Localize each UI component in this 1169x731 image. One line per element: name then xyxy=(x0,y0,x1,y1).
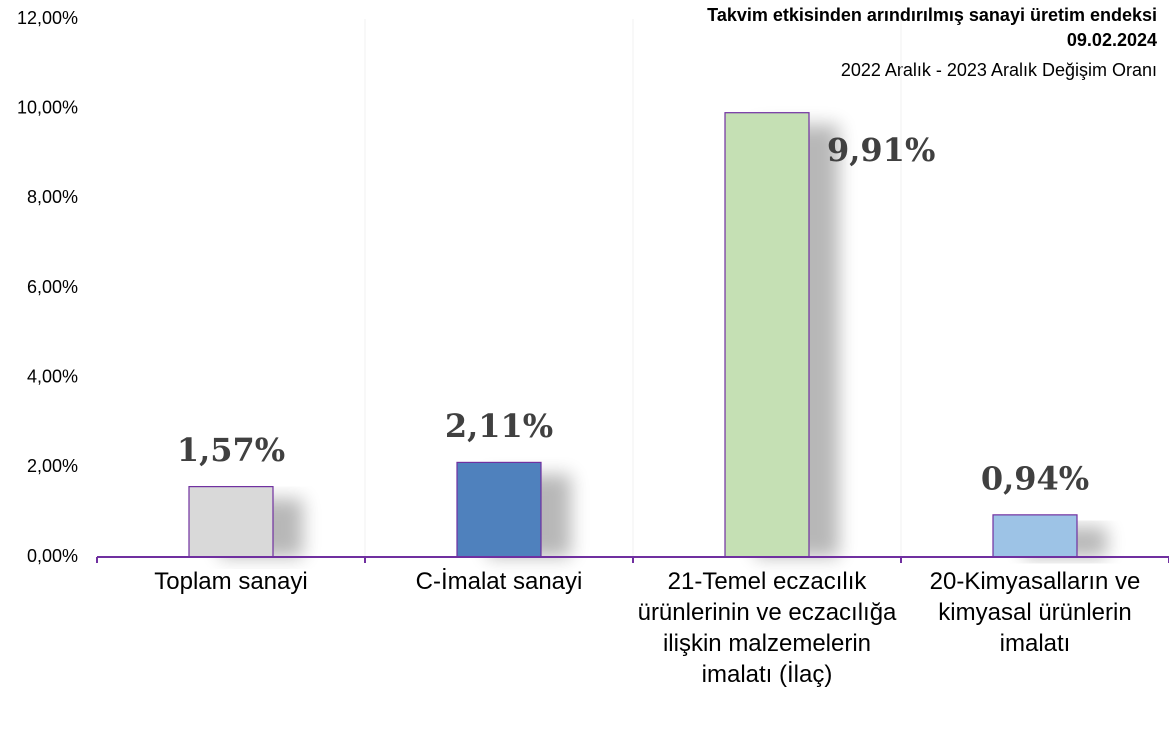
value-label: 9,91% xyxy=(827,131,935,169)
y-tick-label: 10,00% xyxy=(17,97,78,117)
value-label: 0,94% xyxy=(981,459,1089,497)
y-tick-label: 12,00% xyxy=(17,8,78,28)
chart-subtitle: 2022 Aralık - 2023 Aralık Değişim Oranı xyxy=(841,60,1157,80)
chart-date: 09.02.2024 xyxy=(1067,30,1157,50)
x-tick-label: 20-Kimyasalların ve kimyasal ürünlerin i… xyxy=(929,568,1141,657)
value-label: 2,11% xyxy=(445,407,553,445)
x-tick-label: C-İmalat sanayi xyxy=(415,568,583,595)
y-tick-label: 8,00% xyxy=(27,187,78,207)
value-label: 1,57% xyxy=(177,431,285,469)
y-tick-label: 0,00% xyxy=(27,546,78,566)
x-tick-label: 21-Temel eczacılık ürünlerinin ve eczacı… xyxy=(637,568,897,688)
y-tick-label: 2,00% xyxy=(27,456,78,476)
bar xyxy=(992,514,1078,558)
y-tick-label: 4,00% xyxy=(27,366,78,386)
y-tick-label: 6,00% xyxy=(27,277,78,297)
chart-title: Takvim etkisinden arındırılmış sanayi ür… xyxy=(707,5,1157,25)
bar xyxy=(188,486,274,558)
x-tick-label: Toplam sanayi xyxy=(154,568,308,595)
bar xyxy=(456,461,542,558)
bar xyxy=(724,112,810,558)
